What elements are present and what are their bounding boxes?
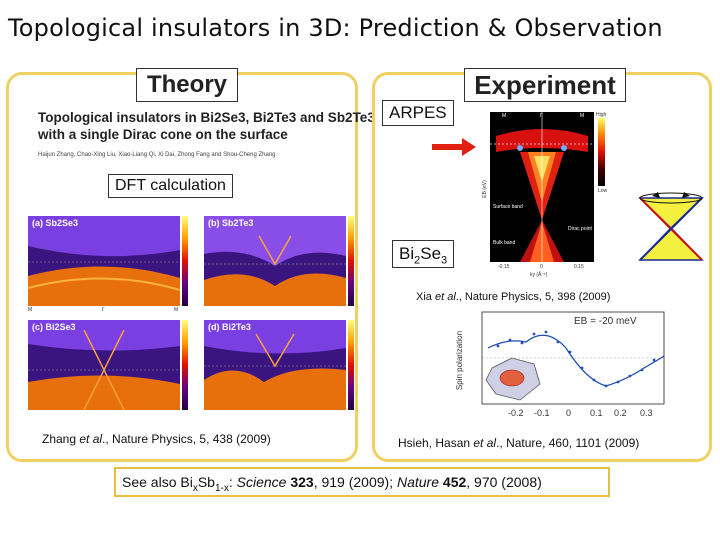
spin-xtick-4: 0.1 [590, 408, 603, 418]
hsieh-citation: Hsieh, Hasan et al., Nature, 460, 1101 (… [398, 436, 640, 450]
dft-panel-c-label: (c) Bi2Se3 [32, 322, 76, 332]
paper-authors: Haijun Zhang, Chao-Xing Liu, Xiao-Liang … [38, 152, 276, 158]
see-also-box: See also BixSb1-x: Science 323, 919 (200… [114, 467, 610, 497]
kpath-label-1: M [28, 307, 33, 313]
experiment-label: Experiment [464, 68, 626, 102]
dft-plot-d [204, 320, 346, 410]
spin-xtick-5: 0.2 [614, 408, 627, 418]
arpes-top-m-left: M [502, 113, 507, 119]
slide-title: Topological insulators in 3D: Prediction… [8, 14, 663, 42]
paper-title-line2: with a single Dirac cone on the surface [38, 127, 288, 142]
arpes-top-m-right: M [580, 113, 585, 119]
dft-panel-b-label: (b) Sb2Te3 [208, 218, 254, 228]
kpath-label-2: Γ [102, 307, 105, 313]
colorbar-d [348, 320, 354, 410]
arpes-ylabel: EB (eV) [481, 180, 488, 198]
kpath-label-3: M [174, 307, 179, 313]
arpes-colorbar [598, 118, 605, 186]
spin-ylabel: Spin polarization [455, 330, 465, 391]
arpes-xtick-1: -0.15 [498, 264, 510, 270]
dft-plots: (a) Sb2Se3 (b) Sb2Te3 (c) Bi2Se3 (d) Bi2… [14, 210, 354, 416]
dft-label: DFT calculation [108, 174, 233, 198]
dft-plot-b [204, 216, 346, 306]
dft-panel-a-label: (a) Sb2Se3 [32, 218, 79, 228]
colorbar-c [182, 320, 188, 410]
paper-title-line1: Topological insulators in Bi2Se3, Bi2Te3… [38, 110, 375, 125]
theory-label: Theory [136, 68, 238, 102]
arpes-bulk-band: Bulk band [493, 240, 516, 246]
dft-plot-a [28, 216, 180, 306]
dft-panel-d-label: (d) Bi2Te3 [208, 322, 251, 332]
material-label: Bi2Se3 [392, 240, 455, 268]
spin-xtick-2: -0.1 [534, 408, 550, 418]
arpes-xtick-2: 0 [540, 264, 543, 270]
colorbar-a [182, 216, 188, 306]
arpes-plot [490, 112, 594, 262]
arpes-dirac-point: Dirac point [568, 226, 592, 232]
arrow-icon [432, 138, 476, 156]
arpes-label: ARPES [382, 100, 454, 126]
zhang-citation: Zhang et al., Nature Physics, 5, 438 (20… [42, 432, 271, 446]
xia-citation: Xia et al., Nature Physics, 5, 398 (2009… [416, 291, 611, 303]
dirac-cone-icon [638, 192, 704, 261]
spin-xtick-1: -0.2 [508, 408, 524, 418]
spin-xtick-6: 0.3 [640, 408, 653, 418]
spin-legend: EB = -20 meV [574, 316, 637, 327]
arpes-color-low: Low [598, 188, 608, 194]
arpes-color-high: High [596, 112, 607, 118]
arpes-xtick-3: 0.15 [574, 264, 584, 270]
dft-plot-c [28, 320, 180, 410]
spin-polarization-plot [481, 311, 665, 405]
arpes-surface-band: Surface band [493, 204, 523, 210]
arpes-top-gamma: Γ [540, 113, 543, 119]
spin-xtick-3: 0 [566, 408, 572, 418]
colorbar-b [348, 216, 354, 306]
arpes-xlabel: ky (Å⁻¹) [530, 272, 548, 278]
